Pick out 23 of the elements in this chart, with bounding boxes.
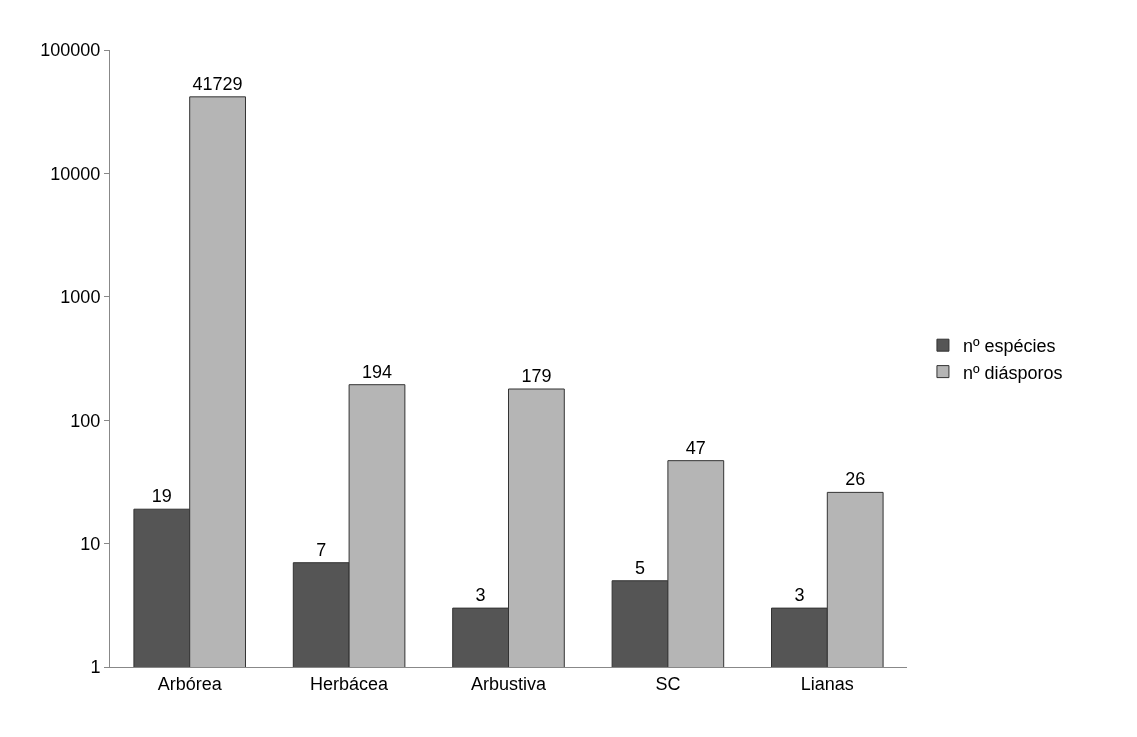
data-label: 179: [521, 366, 552, 386]
legend-label: nº espécies: [962, 336, 1056, 357]
data-label: 194: [361, 361, 393, 382]
legend-label: nº diásporos: [962, 362, 1063, 383]
data-label: 41729: [192, 73, 243, 94]
x-tick-label: SC: [655, 673, 681, 694]
data-label: 7: [316, 539, 327, 560]
y-tick-label: 10: [80, 533, 101, 554]
y-tick-label: 1000: [60, 287, 101, 308]
y-tick-label: 10000: [50, 163, 101, 184]
x-tick-label: Herbácea: [310, 673, 390, 694]
x-tick-label: Lianas: [800, 673, 854, 694]
y-tick-label: 1: [90, 657, 101, 678]
data-label: 47: [685, 437, 706, 458]
data-label: 19: [151, 486, 172, 507]
data-label: 3: [475, 585, 486, 606]
x-tick-label: Arbórea: [157, 673, 223, 694]
data-label: 3: [794, 585, 805, 606]
x-tick-label: Arbustiva: [470, 673, 547, 694]
data-label: 26: [845, 469, 866, 490]
y-tick-label: 100000: [40, 40, 101, 61]
data-label: 5: [635, 557, 646, 578]
y-tick-label: 100: [70, 410, 101, 431]
